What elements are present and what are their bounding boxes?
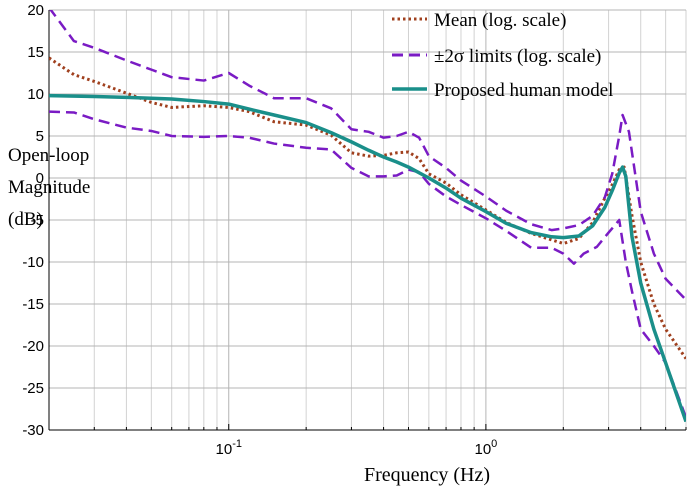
y-axis-label-line-3: (dB) (8, 209, 43, 230)
series-lower-limit-line (49, 110, 686, 418)
series-layer (49, 10, 686, 423)
y-tick-label: -30 (22, 422, 44, 439)
x-tick-label: 100 (474, 438, 497, 458)
series-mean-line (49, 56, 686, 360)
x-axis-label: Frequency (Hz) (364, 464, 490, 486)
legend: Mean (log. scale) ±2σ limits (log. scale… (392, 10, 613, 101)
y-tick-label: -20 (22, 338, 44, 355)
y-tick-label: 20 (27, 2, 44, 19)
legend-label-limits: ±2σ limits (log. scale) (434, 46, 601, 67)
y-tick-label: 15 (27, 44, 44, 61)
y-axis-label-line-1: Open-loop (8, 145, 89, 166)
y-tick-label: -15 (22, 296, 44, 313)
y-tick-label: 10 (27, 86, 44, 103)
axes (48, 10, 687, 431)
y-tick-label: -5 (31, 212, 44, 229)
series-upper-limit-line (49, 10, 686, 301)
series-model-line (49, 93, 686, 423)
y-tick-label: 5 (36, 128, 44, 145)
y-tick-label: -25 (22, 380, 44, 397)
y-tick-label: 0 (36, 170, 44, 187)
y-axis-label-line-2: Magnitude (8, 177, 90, 198)
legend-label-model: Proposed human model (434, 80, 613, 101)
y-tick-label: -10 (22, 254, 44, 271)
legend-label-mean: Mean (log. scale) (434, 10, 566, 31)
x-tick-label: 10-1 (216, 438, 242, 458)
tick-labels: 20 15 10 5 0 -5 -10 -15 -20 -25 -30 10-1 100 (22, 2, 497, 458)
